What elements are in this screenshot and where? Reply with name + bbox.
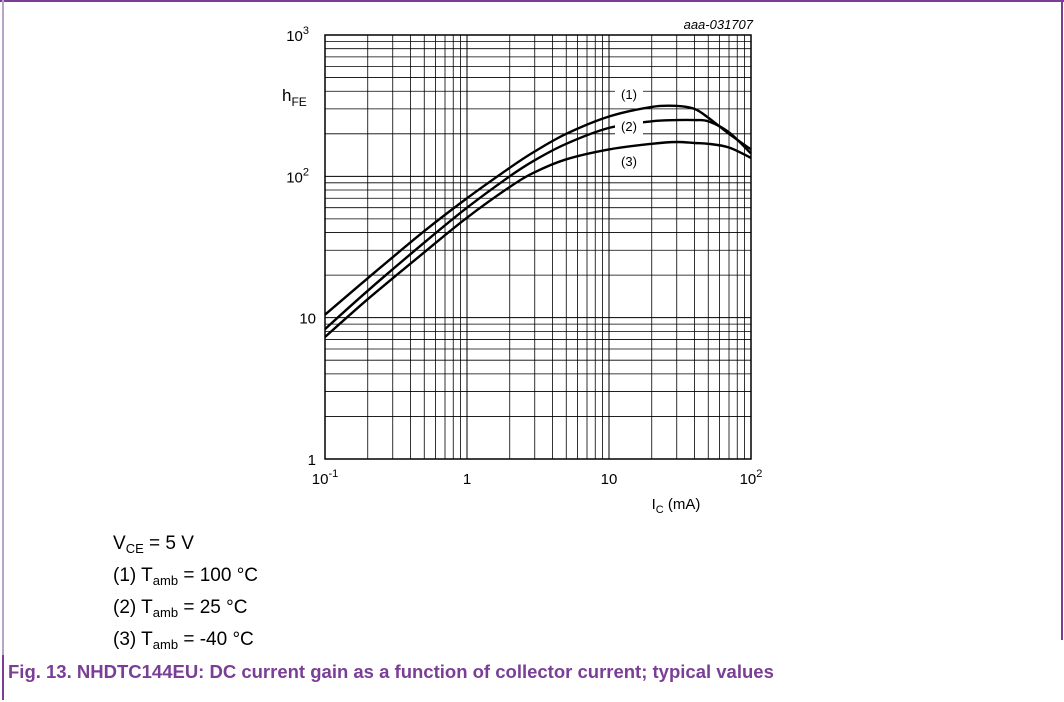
conditions-notes: VCE = 5 V (1) Tamb = 100 °C (2) Tamb = 2…	[113, 528, 258, 656]
x-tick-label: 10	[601, 471, 618, 488]
vce-condition: VCE = 5 V	[113, 533, 194, 556]
y-tick-label: 103	[286, 25, 309, 45]
curve-1-condition: (1) Tamb = 100 °C	[113, 565, 259, 588]
chart-labels: aaa-031707 hFE IC (mA)	[282, 17, 754, 516]
y-tick-label: 10	[299, 311, 316, 328]
series-label-bg	[615, 87, 643, 103]
series-line-2	[324, 118, 752, 330]
y-tick-label: 1	[308, 452, 316, 469]
series-line-1	[324, 104, 752, 316]
x-tick-label: 1	[463, 471, 471, 488]
series-label-1: (1)	[621, 87, 637, 102]
frame-left-border	[2, 0, 4, 680]
frame-right-border	[1061, 0, 1063, 640]
figure-caption: Fig. 13. NHDTC144EU: DC current gain as …	[8, 661, 774, 682]
plot-frame	[324, 34, 752, 460]
chart-grid	[324, 35, 751, 460]
curve-3-condition: (3) Tamb = -40 °C	[113, 629, 254, 652]
series-label-bg	[615, 119, 643, 135]
frame-top-border	[0, 0, 1064, 2]
series-label-2: (2)	[621, 119, 637, 134]
figure-id-label: aaa-031707	[684, 17, 754, 32]
x-axis-label: IC (mA)	[652, 496, 701, 516]
frame-caption-marker	[2, 655, 4, 700]
series-line-3	[324, 140, 752, 338]
x-tick-label: 102	[740, 468, 763, 488]
x-tick-label: 10-1	[312, 468, 338, 488]
y-axis-label: hFE	[282, 86, 307, 109]
curve-2-condition: (2) Tamb = 25 °C	[113, 597, 248, 620]
chart-curves: (1) (2) (3)	[324, 87, 752, 338]
series-label-3: (3)	[621, 154, 637, 169]
series-label-bg	[615, 154, 643, 170]
y-tick-label: 102	[286, 166, 309, 186]
